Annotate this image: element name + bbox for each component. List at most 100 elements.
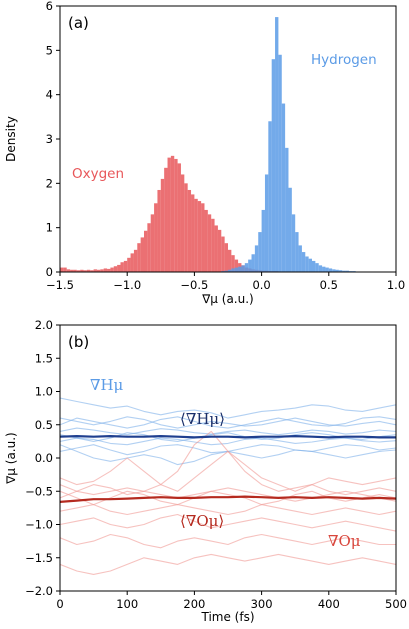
hydrogen-bar (332, 269, 336, 272)
oxygen-bar (107, 268, 111, 272)
oxygen-bar (197, 201, 202, 272)
panel-a-bars (60, 17, 383, 273)
oxygen-bar (120, 262, 124, 272)
panel-b-ytick-label: 0.5 (35, 418, 53, 432)
panel-b-xtick-label: 300 (251, 597, 273, 611)
panel-b-ytick-label: −0.5 (25, 484, 53, 498)
oxygen-bar (147, 223, 151, 272)
oxygen-individual-line (60, 490, 396, 506)
oxygen-bar (100, 269, 104, 272)
hydrogen-bar (288, 187, 292, 272)
panel-a-ytick-label: 6 (46, 0, 53, 13)
oxygen-bar (164, 167, 168, 272)
panel-b-lines (60, 397, 396, 575)
hydrogen-bar (248, 259, 252, 272)
oxygen-bar (214, 225, 218, 272)
oxygen-bar (224, 243, 228, 272)
oxygen-bar (103, 268, 108, 272)
oxygen-bar (127, 257, 131, 272)
hydrogen-individual-line (60, 427, 396, 436)
oxygen-individual-line (60, 484, 396, 502)
hydrogen-bar (335, 269, 339, 272)
hydrogen-bar (275, 17, 279, 273)
oxygen-bar (194, 198, 198, 272)
oxygen-bar (204, 209, 208, 272)
oxygen-bar (83, 270, 87, 272)
oxygen-bar (180, 174, 185, 272)
oxygen-bar (137, 243, 141, 272)
oxygen-bar (133, 249, 138, 272)
oxygen-bar (177, 163, 181, 272)
panel-b-ytick-label: 2.0 (35, 318, 53, 332)
hydrogen-annotation: Hydrogen (311, 52, 377, 68)
panel-b-xtick-label: 200 (183, 597, 205, 611)
oxygen-bar (70, 269, 74, 272)
panel-b-plot-area (60, 325, 396, 591)
oxygen-bar (187, 189, 192, 272)
hydrogen-bar (291, 214, 296, 272)
oxygen-bar (86, 269, 91, 272)
hydrogen-bar (278, 54, 282, 273)
oxygen-annotation: Oxygen (72, 166, 124, 182)
hydrogen-bar (322, 266, 326, 272)
oxygen-individual-line (60, 533, 396, 549)
oxygen-bar (63, 267, 67, 272)
hydrogen-bar (342, 270, 346, 272)
oxygen-bar (76, 270, 81, 272)
oxygen-bar (140, 237, 144, 272)
hydrogen-bar (318, 265, 323, 272)
oxygen-bar (167, 157, 171, 272)
hydrogen-bar (315, 263, 319, 272)
panel-a-xtick-label: 0.0 (252, 278, 270, 292)
hydrogen-bar (305, 256, 309, 272)
panel-a-ytick-label: 2 (46, 176, 53, 190)
hydrogen-bar (228, 269, 232, 272)
oxygen-bar (130, 253, 134, 272)
oxygen-bar (231, 255, 235, 272)
panel-a-ytick-label: 0 (46, 265, 53, 279)
hydrogen-bar (281, 103, 286, 273)
oxygen-mean-line (60, 495, 396, 503)
panel-a-ytick-label: 3 (46, 132, 53, 146)
panel-b-ytick-label: −2.0 (25, 584, 53, 598)
oxygen-bar (211, 218, 215, 272)
panel-b-ytick-label: 0.0 (35, 451, 53, 465)
oxygen-bar (60, 267, 64, 272)
panel-b-label: (b) (68, 333, 89, 351)
panel-a-xtick-label: −1.5 (46, 278, 74, 292)
hydrogen-bar (258, 232, 262, 272)
hydrogen-bar (261, 209, 265, 272)
panel-a-ytick-label: 1 (46, 221, 53, 235)
h-individual-annotation: ∇Hμ (90, 376, 124, 394)
oxygen-bar (174, 158, 178, 272)
oxygen-bar (191, 194, 195, 272)
panel-a-xlabel: ∇μ (a.u.) (201, 292, 253, 306)
panel-a-ytick-label: 5 (46, 43, 53, 57)
panel-a-label: (a) (68, 14, 89, 32)
hydrogen-bar (295, 232, 299, 272)
hydrogen-individual-line (60, 437, 396, 446)
hydrogen-bar (345, 270, 349, 272)
hydrogen-individual-line (60, 416, 396, 429)
oxygen-bar (110, 267, 114, 272)
oxygen-bar (201, 203, 205, 272)
hydrogen-bar (268, 121, 272, 273)
hydrogen-bar (338, 270, 343, 272)
hydrogen-bar (231, 268, 235, 272)
hydrogen-bar (254, 245, 259, 272)
oxygen-bar (66, 269, 71, 272)
o-mean-annotation: ⟨∇Oμ⟩ (180, 512, 224, 530)
oxygen-bar (150, 214, 155, 272)
panel-a-xtick-label: 1.0 (387, 278, 405, 292)
oxygen-bar (160, 178, 165, 272)
hydrogen-bar (325, 267, 329, 272)
panel-b-ylabel: ∇μ (a.u.) (4, 432, 18, 484)
oxygen-bar (207, 214, 212, 272)
oxygen-bar (157, 189, 161, 272)
oxygen-bar (93, 269, 97, 272)
oxygen-bar (117, 264, 121, 272)
panel-b-ticks: 0 100 200 300 400 500 −2.0 −1.5 −1.0 −0.5 0.0 0.5 1.… (25, 318, 407, 611)
hydrogen-bar (271, 59, 276, 273)
panel-a-ytick-label: 4 (46, 88, 53, 102)
oxygen-bar (80, 269, 84, 272)
